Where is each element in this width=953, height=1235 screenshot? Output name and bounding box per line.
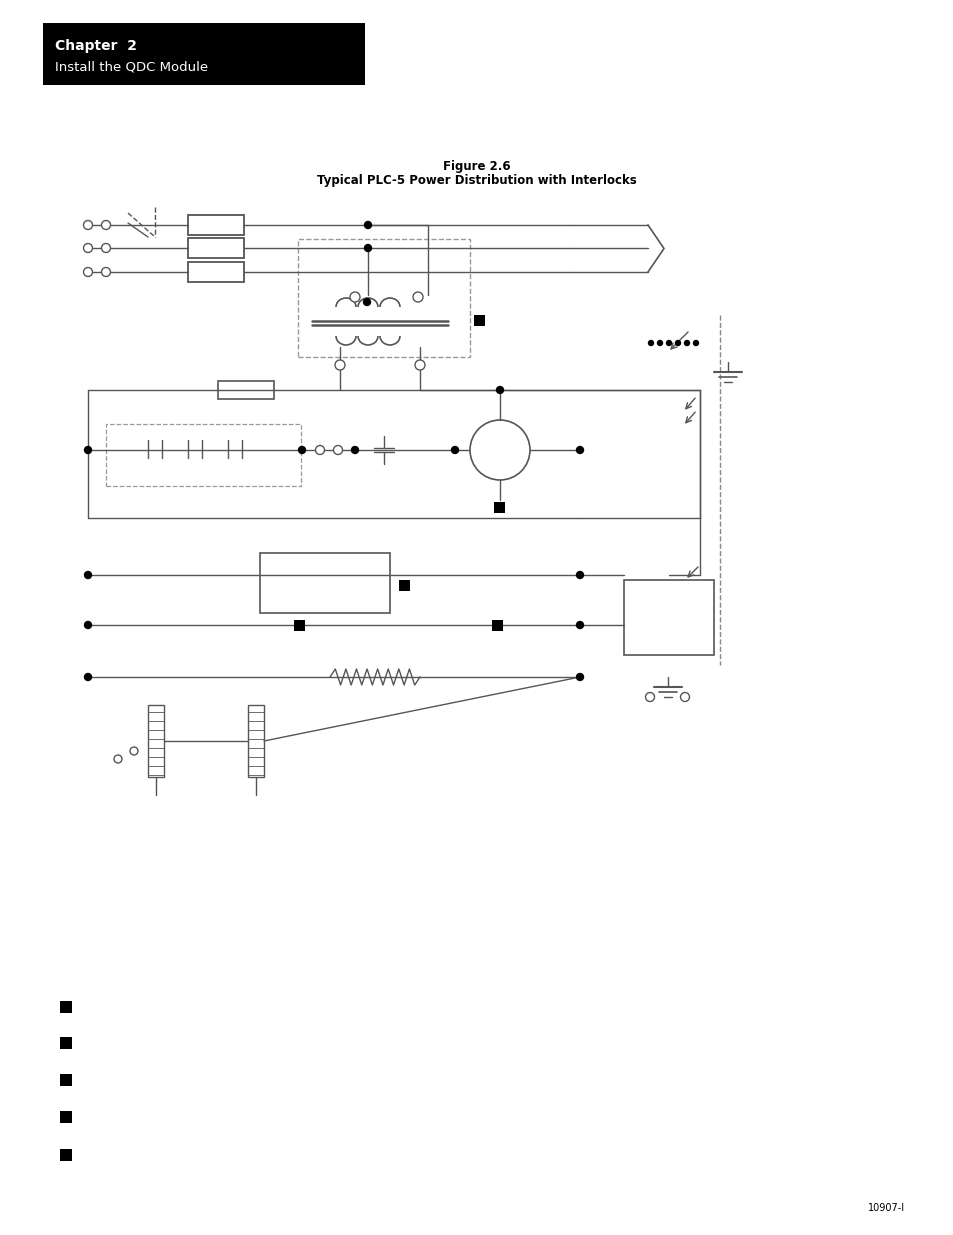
Circle shape: [679, 693, 689, 701]
Bar: [60, 1074, 71, 1086]
Bar: [188, 262, 244, 282]
Bar: [188, 238, 244, 258]
Circle shape: [576, 673, 583, 680]
Bar: [248, 705, 264, 777]
Circle shape: [350, 291, 359, 303]
Bar: [260, 553, 390, 613]
Text: Typical PLC-5 Power Distribution with Interlocks: Typical PLC-5 Power Distribution with In…: [316, 174, 637, 186]
Text: Chapter  2: Chapter 2: [55, 40, 137, 53]
Circle shape: [101, 268, 111, 277]
Circle shape: [85, 572, 91, 578]
Bar: [218, 382, 274, 399]
Circle shape: [85, 673, 91, 680]
Circle shape: [334, 446, 342, 454]
Circle shape: [470, 420, 530, 480]
Text: Install the QDC Module: Install the QDC Module: [55, 61, 208, 73]
Bar: [106, 424, 301, 487]
Bar: [188, 215, 244, 235]
Circle shape: [101, 221, 111, 230]
Circle shape: [657, 341, 661, 346]
Bar: [60, 1037, 71, 1049]
Circle shape: [84, 268, 92, 277]
Circle shape: [298, 447, 305, 453]
Circle shape: [84, 221, 92, 230]
Circle shape: [693, 341, 698, 346]
Circle shape: [451, 447, 458, 453]
Bar: [60, 1112, 71, 1123]
Circle shape: [645, 693, 654, 701]
Circle shape: [364, 221, 371, 228]
Circle shape: [130, 747, 138, 755]
Circle shape: [576, 621, 583, 629]
Circle shape: [648, 341, 653, 346]
Bar: [399, 579, 410, 590]
Bar: [294, 620, 305, 631]
Circle shape: [684, 341, 689, 346]
Circle shape: [666, 341, 671, 346]
Bar: [43, 23, 365, 85]
Circle shape: [315, 446, 324, 454]
Circle shape: [363, 299, 370, 305]
Circle shape: [84, 243, 92, 252]
Circle shape: [576, 447, 583, 453]
Bar: [297, 240, 470, 357]
Bar: [60, 1149, 71, 1161]
Bar: [60, 1002, 71, 1013]
Circle shape: [85, 447, 91, 453]
Bar: [474, 315, 485, 326]
Circle shape: [364, 245, 371, 252]
Circle shape: [496, 387, 503, 394]
Circle shape: [351, 447, 358, 453]
Circle shape: [413, 291, 422, 303]
Circle shape: [85, 621, 91, 629]
Text: Figure 2.6: Figure 2.6: [443, 161, 510, 173]
Circle shape: [675, 341, 679, 346]
Bar: [623, 580, 713, 655]
Circle shape: [101, 243, 111, 252]
Circle shape: [576, 572, 583, 578]
Bar: [148, 705, 164, 777]
Circle shape: [113, 755, 122, 763]
Bar: [492, 620, 503, 631]
Bar: [494, 501, 505, 513]
Circle shape: [415, 359, 424, 370]
Text: 10907-I: 10907-I: [867, 1203, 904, 1213]
Circle shape: [335, 359, 345, 370]
